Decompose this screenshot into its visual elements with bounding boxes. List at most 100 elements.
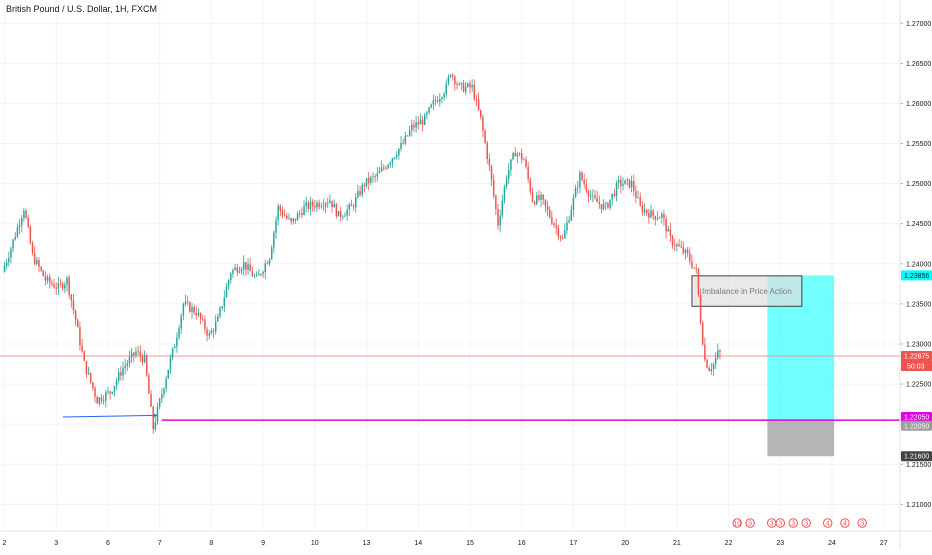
price-axis-label-bg <box>901 411 932 422</box>
candle-body <box>242 262 245 270</box>
x-tick-label: 27 <box>880 540 888 547</box>
candle-body <box>16 227 19 237</box>
candle-body <box>395 155 398 158</box>
candle-body <box>314 205 316 208</box>
candle-body <box>613 193 616 196</box>
event-badge[interactable]: 3 <box>801 518 811 528</box>
imbalance-label: Imbalance in Price Action <box>702 287 792 296</box>
candle-body <box>600 204 603 210</box>
candle-body <box>234 267 236 270</box>
event-badges[interactable]: 10 3 3 3 3 3 4 4 3 <box>732 518 867 528</box>
drawing-lines <box>0 355 900 421</box>
candle-body <box>628 179 631 188</box>
candle-body <box>258 274 260 276</box>
candle-body <box>611 193 613 200</box>
event-badge[interactable]: 3 <box>766 518 777 528</box>
candle-body <box>309 201 312 209</box>
candle-body <box>202 319 204 320</box>
candle-body <box>536 195 538 205</box>
event-badge[interactable]: 4 <box>823 518 833 528</box>
candle-body <box>324 203 327 207</box>
candle-body <box>443 93 445 98</box>
candle-body <box>663 213 665 219</box>
candle-body <box>262 272 264 275</box>
candle-body <box>193 307 195 313</box>
candle-body <box>100 397 103 402</box>
candle-body <box>346 209 348 216</box>
candle-body <box>268 259 271 264</box>
candle-body <box>581 172 583 181</box>
candle-body <box>676 244 678 247</box>
candle-body <box>176 337 178 347</box>
candle-body <box>406 135 409 137</box>
candle-body <box>538 195 540 200</box>
event-badge[interactable]: 3 <box>857 518 867 528</box>
candle-body <box>527 167 529 180</box>
candle-body <box>307 202 310 209</box>
candle-body <box>665 218 667 232</box>
candle-body <box>296 213 299 221</box>
price-axis-label: 1.22050 <box>904 423 929 430</box>
candle-body <box>154 422 157 430</box>
candle-body <box>195 312 198 316</box>
candle-body <box>339 210 342 217</box>
candle-body <box>139 351 142 357</box>
time-axis[interactable]: 2 3 6 7 8 9 10 13 14 15 16 17 20 21 22 23 24 27 <box>0 530 932 547</box>
candle-body <box>383 167 385 169</box>
event-badge[interactable]: 10 <box>732 518 742 528</box>
chart-title: British Pound / U.S. Dollar, 1H, FXCM <box>6 4 157 14</box>
candle-body <box>551 217 553 224</box>
candle-body <box>331 200 333 208</box>
y-tick-label: 1.24500 <box>906 221 931 228</box>
event-badge[interactable]: 3 <box>745 518 755 528</box>
event-badge[interactable]: 3 <box>775 518 785 528</box>
y-tick-label: 1.27000 <box>906 21 931 28</box>
candle-body <box>245 262 247 270</box>
candle-body <box>92 382 94 389</box>
candle-body <box>579 172 581 188</box>
candle-body <box>469 83 471 88</box>
y-tick-label: 1.26500 <box>906 61 931 68</box>
candle-body <box>482 117 484 131</box>
candle-body <box>102 400 105 402</box>
candle-body <box>648 212 650 218</box>
flag-icon <box>745 518 755 528</box>
candle-body <box>480 109 482 118</box>
candle-body <box>180 315 182 329</box>
candle-body <box>385 167 387 169</box>
candle-body <box>389 162 391 165</box>
candle-body <box>128 357 131 364</box>
candle-body <box>158 398 161 407</box>
x-tick-label: 8 <box>209 540 213 547</box>
candle-body <box>477 99 480 110</box>
candle-body <box>191 307 193 312</box>
candle-body <box>376 173 379 177</box>
candle-body <box>497 209 499 226</box>
candle-body <box>400 142 402 149</box>
candle-body <box>363 184 366 187</box>
candle-body <box>59 283 62 285</box>
candle-body <box>719 350 721 353</box>
stop-zone <box>767 420 835 457</box>
current-price-label: 1.22875 <box>904 354 929 361</box>
candle-body <box>335 204 338 217</box>
candle-body <box>355 197 357 208</box>
candle-body <box>514 152 516 157</box>
candle-body <box>5 262 8 266</box>
candle-body <box>561 238 564 239</box>
price-axis[interactable]: 1.27000 1.26500 1.26000 1.25500 1.25000 1.245… <box>899 0 932 550</box>
event-badge[interactable]: 3 <box>788 518 798 528</box>
candle-body <box>398 148 400 156</box>
candle-body <box>83 351 85 361</box>
candle-body <box>357 191 359 198</box>
flag-icon <box>840 518 850 528</box>
candle-body <box>36 260 38 264</box>
x-tick-label: 9 <box>261 540 265 547</box>
candle-body <box>74 310 77 321</box>
candle-body <box>555 225 557 228</box>
candle-body <box>348 204 351 210</box>
candle-body <box>115 380 118 386</box>
event-badge[interactable]: 4 <box>840 518 850 528</box>
